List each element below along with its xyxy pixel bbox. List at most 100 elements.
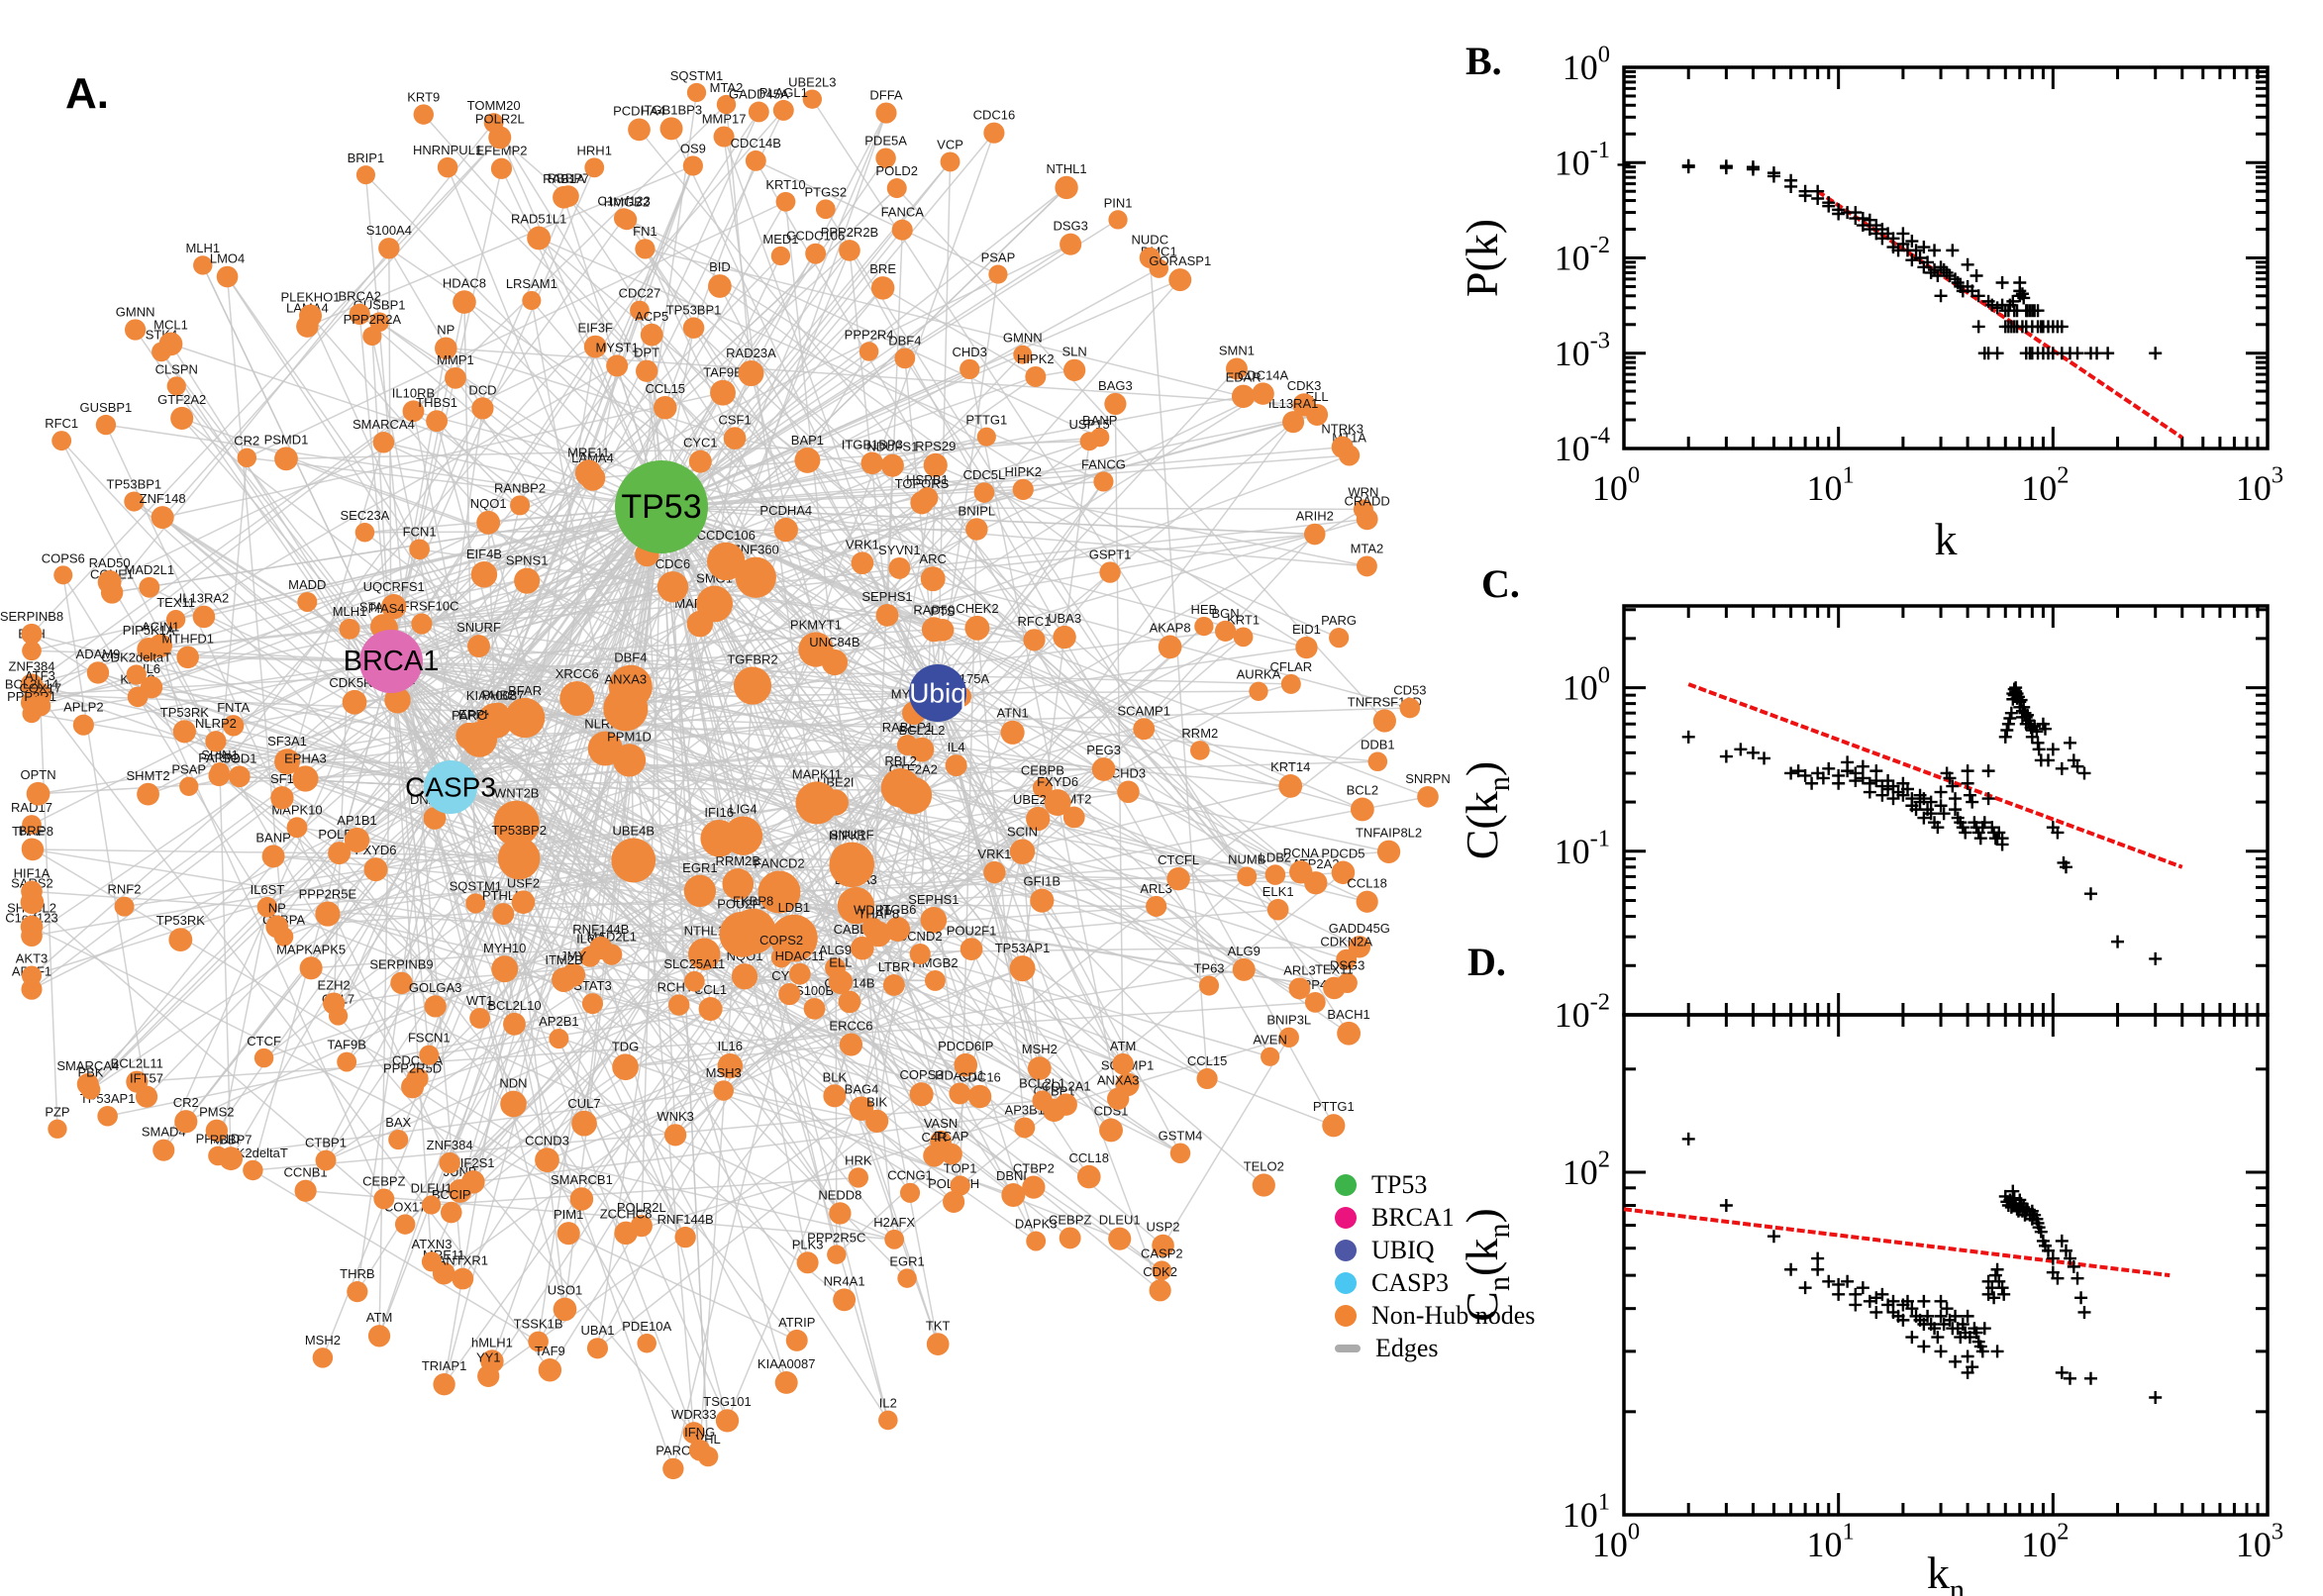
network-node: MCL1 xyxy=(153,317,188,356)
svg-text:102: 102 xyxy=(2021,462,2069,508)
network-node: CDC14A xyxy=(1238,367,1289,405)
network-node: PCDHA4 xyxy=(759,503,812,543)
network-node: WNK3 xyxy=(656,1109,694,1147)
network-node: TEX11 xyxy=(156,595,195,630)
network-node: MSH2 xyxy=(1022,1042,1058,1080)
network-node: MSH3 xyxy=(706,1065,742,1101)
network-node: SMAD4 xyxy=(142,1125,186,1161)
network-node: FKBP8 xyxy=(730,894,776,954)
network-node: CDKN2A xyxy=(1320,935,1372,970)
network-node: SLN xyxy=(1061,345,1087,381)
network-node: CEBPB xyxy=(1021,763,1064,798)
hub-node-tp53: TP53 xyxy=(615,460,708,553)
network-node: CHD3 xyxy=(1111,766,1146,804)
network-node: DCD xyxy=(468,382,497,420)
edge-line-icon xyxy=(1335,1344,1361,1352)
network-node: KRT9 xyxy=(407,89,440,125)
network-node: HDAC8 xyxy=(443,275,486,314)
network-node: CDK2 xyxy=(1143,1264,1177,1302)
network-node: EPHA3 xyxy=(284,750,327,792)
legend-label: CASP3 xyxy=(1371,1267,1450,1297)
network-node: GMNN xyxy=(116,304,155,341)
svg-text:100: 100 xyxy=(1563,42,1610,87)
network-node: IL13RA2 xyxy=(179,591,229,629)
network-node: IL6 xyxy=(140,661,163,699)
network-node: SPIN1 xyxy=(201,748,239,782)
network-node: PPP2R4 xyxy=(845,327,894,361)
network-node: PTTG1 xyxy=(965,413,1007,447)
network-node: CTCFL xyxy=(1158,852,1199,891)
network-node: EZH2 xyxy=(318,977,351,1015)
network-node: CDC14B xyxy=(731,136,781,171)
network-node: SERPINB9 xyxy=(369,957,434,995)
legend-label: UBIQ xyxy=(1371,1235,1435,1264)
network-node: MMP17 xyxy=(702,111,746,148)
network-node: LRSAM1 xyxy=(506,276,557,311)
network-node: MYST1 xyxy=(595,340,639,377)
network-node: RBBP7 xyxy=(210,1132,252,1171)
network-node: PTS xyxy=(930,604,956,642)
network-node: FANCD2 xyxy=(754,856,805,914)
legend-label: Edges xyxy=(1375,1333,1439,1362)
network-node: ZNF148 xyxy=(140,491,186,530)
network-node: S100B xyxy=(795,983,834,1020)
network-node: MRE11 xyxy=(567,445,610,487)
network-node: PPP2R5C xyxy=(807,1231,865,1264)
scatter-points xyxy=(1681,681,2163,965)
network-node: SQSTM1 xyxy=(670,68,723,103)
network-node: DFFA xyxy=(869,87,903,124)
network-node: MYH10 xyxy=(483,941,526,983)
network-node: AKT3 xyxy=(16,950,48,986)
network-node: BNIP3L xyxy=(1266,1013,1311,1047)
scatter-points xyxy=(1617,157,2163,360)
network-node: KRT1 xyxy=(1227,612,1260,648)
network-node: CR2 xyxy=(173,1095,199,1134)
network-node: POLD2 xyxy=(875,163,918,199)
network-node: RAD23A xyxy=(726,346,776,387)
network-node: ARL3 xyxy=(1140,881,1172,917)
network-node: S100A4 xyxy=(366,223,412,259)
network-node: FANCA xyxy=(881,205,924,241)
network-node: NR4A1 xyxy=(824,1273,865,1312)
network-node: CEBPZ xyxy=(1049,1212,1091,1249)
network-node: NTHL1 xyxy=(684,924,725,971)
network-node: HNRNPUL1 xyxy=(413,143,482,178)
network-node: PIM1 xyxy=(554,1207,583,1246)
network-node: BACH1 xyxy=(1327,1007,1370,1046)
network-node: PCDHA4 xyxy=(613,104,665,142)
tp53-dot-icon xyxy=(1335,1173,1357,1196)
network-node: NLRP2 xyxy=(195,716,237,752)
network-node: TEX11 xyxy=(1315,962,1354,1000)
network-node: DBNL xyxy=(996,1168,1031,1208)
network-node: VRK1 xyxy=(977,847,1011,884)
network-node: WT1 xyxy=(466,993,493,1029)
network-node: IFT57 xyxy=(130,1071,163,1108)
network-node: TP53AP1 xyxy=(995,941,1050,982)
network-node: SCAMP1 xyxy=(1117,703,1170,741)
network-node: DSG3 xyxy=(1053,219,1088,255)
network-node: CCL18 xyxy=(1069,1150,1109,1189)
network-node: PARC xyxy=(656,1444,690,1480)
network-node: BAX xyxy=(385,1115,412,1150)
network-node: SEPHS1 xyxy=(908,892,960,934)
network-node: THRB xyxy=(340,1266,375,1303)
network-node: MLH1 xyxy=(333,604,366,640)
network-node: USP2 xyxy=(1147,1220,1180,1257)
network-node: ANXA3 xyxy=(1097,1073,1139,1110)
network-node: CTCF xyxy=(247,1034,281,1068)
svg-text:10-4: 10-4 xyxy=(1555,423,1610,468)
network-node: ANXA3 xyxy=(603,671,649,732)
network-node: TNFAIP8L2 xyxy=(1356,826,1422,863)
network-node: COPS2 xyxy=(759,933,803,968)
hub-node-brca1: BRCA1 xyxy=(344,630,439,693)
y-axis-title: C(kn) xyxy=(1457,761,1516,860)
brca1-dot-icon xyxy=(1335,1206,1357,1229)
network-node: FNTA xyxy=(217,700,251,737)
network-node: EIF4B xyxy=(466,547,502,588)
network-node: CDC27 xyxy=(619,286,660,321)
network-node: BGN xyxy=(1211,606,1240,642)
network-node: SNURF xyxy=(829,828,875,888)
network-node: SF3A1 xyxy=(267,734,307,775)
svg-text:102: 102 xyxy=(1563,1147,1610,1192)
network-node: PZP xyxy=(45,1105,70,1139)
